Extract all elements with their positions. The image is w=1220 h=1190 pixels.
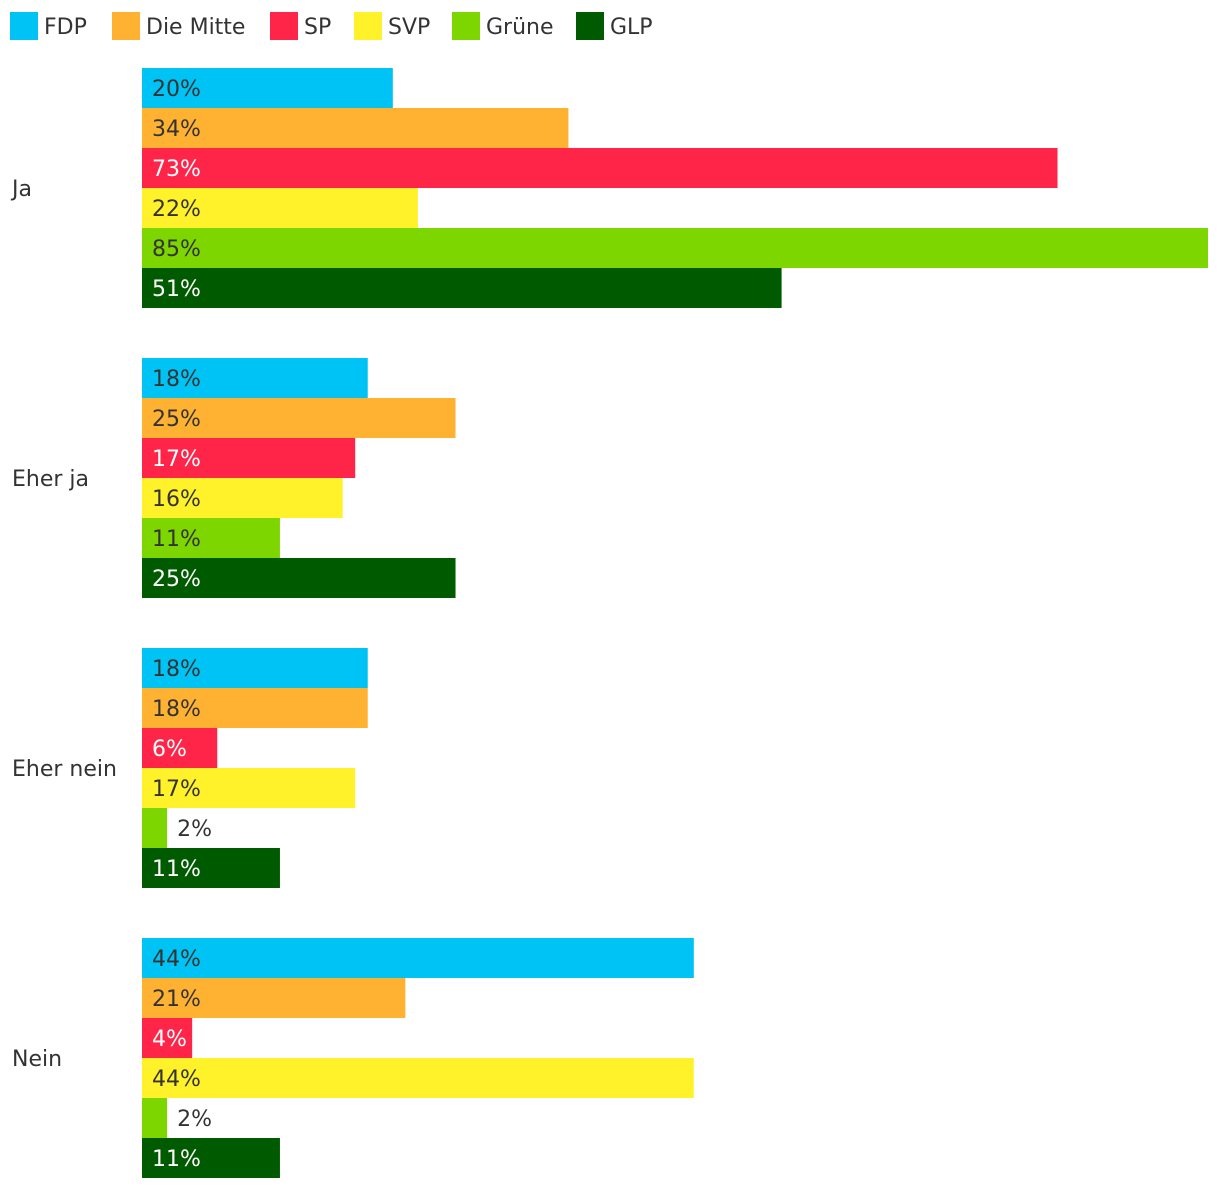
bars: 20%34%73%22%85%51%18%25%17%16%11%25%18%1… xyxy=(142,68,1208,1178)
data-label-ja-svp: 22% xyxy=(152,197,201,222)
data-label-eher-ja-grune: 11% xyxy=(152,527,201,552)
legend-swatch-die-mitte xyxy=(112,12,140,40)
legend-item-fdp: FDP xyxy=(10,12,87,40)
data-label-nein-fdp: 44% xyxy=(152,947,201,972)
data-label-nein-die-mitte: 21% xyxy=(152,987,201,1012)
legend-swatch-glp xyxy=(576,12,604,40)
bar-eher-nein-die-mitte xyxy=(142,688,368,728)
bar-ja-svp xyxy=(142,188,418,228)
data-label-ja-sp: 73% xyxy=(152,157,201,182)
bar-ja-fdp xyxy=(142,68,393,108)
bar-nein-fdp xyxy=(142,938,694,978)
bar-nein-grune xyxy=(142,1098,168,1138)
legend-label-sp: SP xyxy=(304,15,331,40)
legend-swatch-svp xyxy=(354,12,382,40)
bar-ja-sp xyxy=(142,148,1058,188)
category-label-ja: Ja xyxy=(10,177,32,202)
legend-label-svp: SVP xyxy=(388,15,430,40)
bar-eher-ja-fdp xyxy=(142,358,368,398)
data-label-nein-svp: 44% xyxy=(152,1067,201,1092)
data-label-nein-sp: 4% xyxy=(152,1027,187,1052)
legend-label-die-mitte: Die Mitte xyxy=(146,15,245,40)
data-label-eher-nein-fdp: 18% xyxy=(152,657,201,682)
bar-nein-glp xyxy=(142,1138,280,1178)
bar-group-ja: 20% 34% 73% 22% 85% 51% xyxy=(142,68,1208,308)
legend-item-sp: SP xyxy=(270,12,331,40)
legend-label-fdp: FDP xyxy=(44,15,87,40)
bar-nein-die-mitte xyxy=(142,978,406,1018)
data-label-eher-ja-svp: 16% xyxy=(152,487,201,512)
bar-ja-glp xyxy=(142,268,782,308)
bar-eher-ja-die-mitte xyxy=(142,398,456,438)
data-label-ja-grune: 85% xyxy=(152,237,201,262)
data-label-eher-ja-fdp: 18% xyxy=(152,367,201,392)
bar-ja-die-mitte xyxy=(142,108,569,148)
bar-group-eher-nein: 18% 18% 6% 17% 2% 11% xyxy=(142,648,368,888)
bar-nein-sp xyxy=(142,1018,193,1058)
legend-item-svp: SVP xyxy=(354,12,430,40)
bar-eher-nein-glp xyxy=(142,848,280,888)
data-label-nein-grune: 2% xyxy=(177,1107,212,1132)
bar-eher-ja-glp xyxy=(142,558,456,598)
bar-eher-ja-svp xyxy=(142,478,343,518)
legend-item-glp: GLP xyxy=(576,12,653,40)
data-label-ja-die-mitte: 34% xyxy=(152,117,201,142)
bar-eher-nein-sp xyxy=(142,728,218,768)
data-label-eher-ja-sp: 17% xyxy=(152,447,201,472)
legend-label-glp: GLP xyxy=(610,15,653,40)
data-label-eher-nein-glp: 11% xyxy=(152,857,201,882)
legend-swatch-sp xyxy=(270,12,298,40)
bar-eher-ja-grune xyxy=(142,518,280,558)
data-label-eher-nein-grune: 2% xyxy=(177,817,212,842)
data-label-eher-ja-glp: 25% xyxy=(152,567,201,592)
data-label-eher-nein-die-mitte: 18% xyxy=(152,697,201,722)
category-label-eher-nein: Eher nein xyxy=(12,757,117,782)
data-label-eher-ja-die-mitte: 25% xyxy=(152,407,201,432)
data-label-eher-nein-svp: 17% xyxy=(152,777,201,802)
bar-eher-ja-sp xyxy=(142,438,356,478)
category-labels: Ja Eher ja Eher nein Nein xyxy=(10,177,117,1072)
legend-item-die-mitte: Die Mitte xyxy=(112,12,245,40)
legend-label-grune: Grüne xyxy=(486,15,554,40)
category-label-eher-ja: Eher ja xyxy=(12,467,89,492)
bar-group-nein: 44% 21% 4% 44% 2% 11% xyxy=(142,938,694,1178)
bar-eher-nein-fdp xyxy=(142,648,368,688)
data-label-ja-glp: 51% xyxy=(152,277,201,302)
bar-group-eher-ja: 18% 25% 17% 16% 11% 25% xyxy=(142,358,456,598)
category-label-nein: Nein xyxy=(12,1047,62,1072)
legend: FDP Die Mitte SP SVP Grüne GLP xyxy=(10,12,653,40)
bar-eher-nein-grune xyxy=(142,808,168,848)
legend-item-grune: Grüne xyxy=(452,12,554,40)
bar-ja-grune xyxy=(142,228,1208,268)
data-label-nein-glp: 11% xyxy=(152,1147,201,1172)
data-label-ja-fdp: 20% xyxy=(152,77,201,102)
bar-eher-nein-svp xyxy=(142,768,356,808)
bar-nein-svp xyxy=(142,1058,694,1098)
data-label-eher-nein-sp: 6% xyxy=(152,737,187,762)
legend-swatch-fdp xyxy=(10,12,38,40)
legend-swatch-grune xyxy=(452,12,480,40)
